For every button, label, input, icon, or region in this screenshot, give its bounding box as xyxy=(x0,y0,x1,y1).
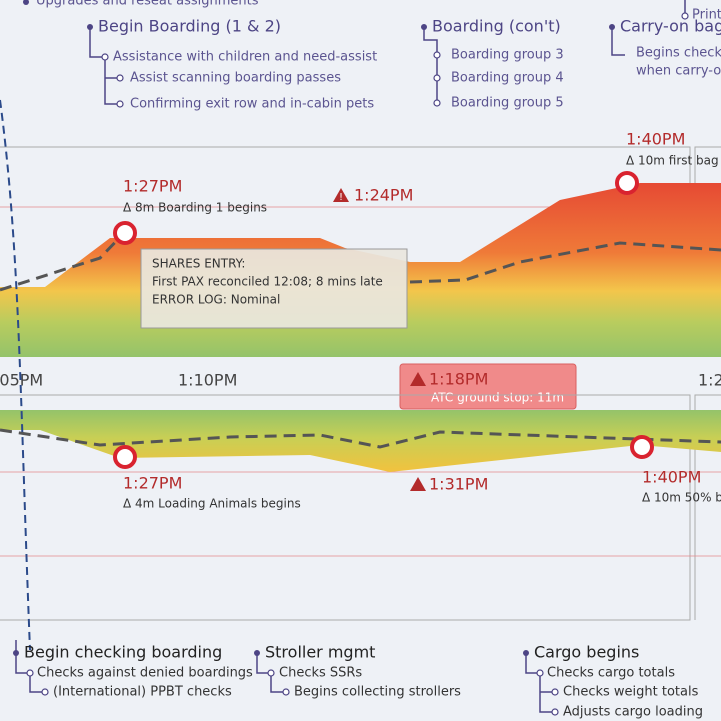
item: Boarding group 5 xyxy=(451,96,564,111)
event-time: 1:31PM xyxy=(429,475,488,494)
group-title: Upgrades and reseat assignments xyxy=(36,0,259,9)
event-note: Δ 8m Boarding 1 begins xyxy=(123,201,267,215)
item: Checks weight totals xyxy=(563,685,699,700)
tooltip-line: First PAX reconciled 12:08; 8 mins late xyxy=(152,275,383,289)
bottom-trees: Begin checking boarding Checks against d… xyxy=(13,640,703,720)
item: Confirming exit row and in-cabin pets xyxy=(130,97,374,112)
item: Assistance with children and need-assist xyxy=(113,50,377,65)
alert-note: ATC ground stop: 11m xyxy=(431,391,564,405)
trend-line xyxy=(0,230,721,292)
tooltip xyxy=(140,248,408,329)
top-trees: Upgrades and reseat assignments Begin Bo… xyxy=(23,0,721,112)
item: Boarding group 3 xyxy=(451,48,564,63)
item: Boarding group 4 xyxy=(451,71,564,86)
group-title: Begin checking boarding xyxy=(24,643,222,662)
item: Checks cargo totals xyxy=(547,666,675,681)
marker-line xyxy=(0,99,31,651)
item: Begins checking xyxy=(636,46,721,61)
item: when carry-on xyxy=(636,64,721,79)
trend-line xyxy=(0,428,721,449)
tooltip-log: ERROR LOG: Nominal xyxy=(152,293,280,307)
item: Adjusts cargo loading xyxy=(563,705,703,720)
item: Begins collecting strollers xyxy=(294,685,461,700)
svg-text:!: ! xyxy=(339,192,343,203)
event-note: Δ 4m Loading Animals begins xyxy=(123,497,301,511)
item: Assist scanning boarding passes xyxy=(130,71,341,86)
axis-label: :05PM xyxy=(0,371,43,390)
alert-box xyxy=(399,363,577,410)
item: Checks against denied boardings xyxy=(37,666,253,681)
event-note: Δ 10m 50% b xyxy=(642,491,721,505)
upper-panel: 1:27PM Δ 8m Boarding 1 begins ! 1:24PM 1… xyxy=(0,130,721,357)
group-title: Carry-on bag xyxy=(620,17,721,36)
axis-label: 1:10PM xyxy=(178,371,237,390)
group-title: Stroller mgmt xyxy=(265,643,375,662)
event-time: 1:24PM xyxy=(354,186,413,205)
event-time: 1:40PM xyxy=(626,130,685,149)
tooltip-title: SHARES ENTRY: xyxy=(152,257,245,271)
lower-area xyxy=(0,410,721,472)
event-time: 1:40PM xyxy=(642,468,701,487)
event-time: 1:27PM xyxy=(123,177,182,196)
event-time: 1:27PM xyxy=(123,474,182,493)
item: Print xyxy=(692,8,721,23)
group-title: Begin Boarding (1 & 2) xyxy=(98,17,281,36)
group-title: Cargo begins xyxy=(534,643,639,662)
alert-time: 1:18PM xyxy=(429,370,488,389)
item: (International) PPBT checks xyxy=(53,685,232,700)
axis-label: 1:2 xyxy=(698,371,721,390)
lower-panel: 1:27PM Δ 4m Loading Animals begins 1:31P… xyxy=(0,394,721,621)
group-title: Boarding (con't) xyxy=(432,17,561,36)
event-note: Δ 10m first bag xyxy=(626,154,719,168)
item: Checks SSRs xyxy=(279,666,362,681)
